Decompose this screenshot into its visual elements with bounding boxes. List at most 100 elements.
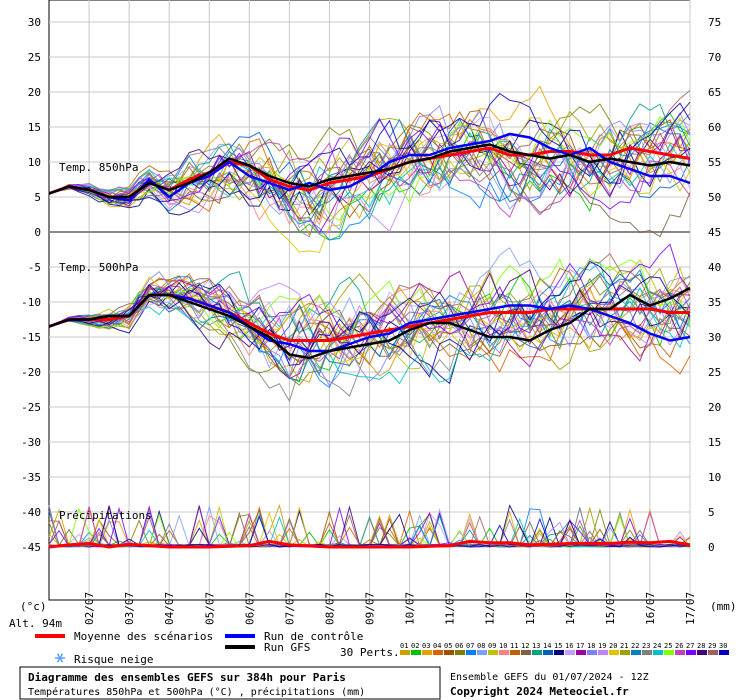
- pert-line-t850: [48, 103, 691, 221]
- pert-swatch: [411, 650, 421, 655]
- left-tick-label: -15: [21, 331, 41, 344]
- panel-label-t500: Temp. 500hPa: [59, 261, 138, 274]
- pert-id-label: 01: [400, 642, 408, 650]
- pert-swatch: [510, 650, 520, 655]
- pert-swatch: [521, 650, 531, 655]
- right-tick-label: 65: [708, 86, 721, 99]
- series-line-t850-gfs: [48, 143, 691, 199]
- pert-swatch: [433, 650, 443, 655]
- pert-swatch: [565, 650, 575, 655]
- series-line-t500-gfs: [48, 286, 691, 360]
- pert-swatch: [719, 650, 729, 655]
- right-tick-label: 60: [708, 121, 721, 134]
- left-tick-label: -5: [28, 261, 41, 274]
- pert-line-t850: [48, 101, 691, 205]
- main-series: [48, 132, 691, 549]
- pert-id-label: 05: [444, 642, 452, 650]
- footer-title: Diagramme des ensembles GEFS sur 384h po…: [28, 671, 346, 684]
- date-tick-label: 16/07: [644, 592, 657, 625]
- legend-snow-label: Risque neige: [74, 653, 153, 666]
- pert-line-t850: [48, 117, 691, 223]
- right-tick-label: 40: [708, 261, 721, 274]
- left-tick-label: 30: [28, 16, 41, 29]
- pert-swatch: [609, 650, 619, 655]
- footer-box: [19, 666, 441, 700]
- pert-line-t500: [48, 276, 691, 364]
- pert-swatch: [631, 650, 641, 655]
- right-unit-label: (mm): [710, 600, 737, 613]
- pert-line-t500: [48, 253, 691, 362]
- legend-perts-label: 30 Perts.: [340, 646, 400, 659]
- pert-id-label: 19: [598, 642, 606, 650]
- date-tick-label: 14/07: [564, 592, 577, 625]
- pert-id-label: 14: [543, 642, 551, 650]
- pert-id-label: 10: [499, 642, 507, 650]
- left-tick-label: -45: [21, 541, 41, 554]
- pert-swatch: [708, 650, 718, 655]
- pert-swatch: [554, 650, 564, 655]
- legend: Moyenne des scénarios Run de contrôle Ru…: [35, 630, 729, 666]
- legend-control-label: Run de contrôle: [264, 630, 363, 643]
- pert-line-t850: [48, 92, 691, 204]
- legend-gfs-label: Run GFS: [264, 641, 310, 654]
- pert-swatch: [400, 650, 410, 655]
- date-tick-label: 17/07: [684, 592, 697, 625]
- left-tick-label: -25: [21, 401, 41, 414]
- pert-id-label: 23: [642, 642, 650, 650]
- right-tick-label: 70: [708, 51, 721, 64]
- pert-swatch: [675, 650, 685, 655]
- pert-swatch: [466, 650, 476, 655]
- left-tick-label: 10: [28, 156, 41, 169]
- right-tick-label: 20: [708, 401, 721, 414]
- right-tick-label: 45: [708, 226, 721, 239]
- left-unit-label: (°c): [20, 600, 47, 613]
- pert-swatch: [576, 650, 586, 655]
- pert-swatch: [444, 650, 454, 655]
- date-tick-label: 02/07: [83, 592, 96, 625]
- pert-line-t500: [48, 269, 691, 355]
- run-info: Ensemble GEFS du 01/07/2024 - 12Z: [450, 672, 649, 683]
- pert-id-label: 08: [477, 642, 485, 650]
- pert-id-label: 30: [719, 642, 727, 650]
- left-tick-label: 25: [28, 51, 41, 64]
- pert-swatch: [477, 650, 487, 655]
- altitude-label: Alt. 94m: [9, 617, 62, 630]
- pert-swatch: [455, 650, 465, 655]
- pert-line-t500: [48, 286, 691, 363]
- legend-mean-label: Moyenne des scénarios: [74, 630, 213, 643]
- date-tick-label: 06/07: [243, 592, 256, 625]
- pert-id-label: 13: [532, 642, 540, 650]
- pert-id-label: 04: [433, 642, 441, 650]
- panel-label-precip: Précipitations: [59, 509, 152, 522]
- pert-id-label: 12: [521, 642, 529, 650]
- pert-id-label: 03: [422, 642, 430, 650]
- right-tick-label: 15: [708, 436, 721, 449]
- pert-id-label: 18: [587, 642, 595, 650]
- snowflake-icon: [55, 653, 65, 663]
- right-tick-label: 5: [708, 506, 715, 519]
- right-tick-label: 55: [708, 156, 721, 169]
- left-tick-label: -40: [21, 506, 41, 519]
- right-tick-label: 10: [708, 471, 721, 484]
- left-tick-label: 0: [34, 226, 41, 239]
- pert-id-label: 17: [576, 642, 584, 650]
- panel-label-t850: Temp. 850hPa: [59, 161, 138, 174]
- pert-id-label: 09: [488, 642, 496, 650]
- pert-line-t500: [48, 282, 691, 348]
- pert-id-label: 20: [609, 642, 617, 650]
- pert-id-label: 02: [411, 642, 419, 650]
- pert-line-t500: [48, 261, 691, 385]
- pert-id-label: 26: [675, 642, 683, 650]
- right-tick-label: 0: [708, 541, 715, 554]
- date-tick-label: 07/07: [283, 592, 296, 625]
- pert-swatch: [543, 650, 553, 655]
- pert-id-label: 15: [554, 642, 562, 650]
- pert-swatch: [488, 650, 498, 655]
- chart-axes: 302520151050-5-10-15-20-25-30-35-40-4502…: [21, 16, 721, 625]
- pert-id-label: 24: [653, 642, 661, 650]
- legend-gfs-swatch: [225, 645, 255, 649]
- date-tick-label: 10/07: [404, 592, 417, 625]
- left-tick-label: -20: [21, 366, 41, 379]
- right-tick-label: 35: [708, 296, 721, 309]
- pert-line-t500: [48, 267, 691, 371]
